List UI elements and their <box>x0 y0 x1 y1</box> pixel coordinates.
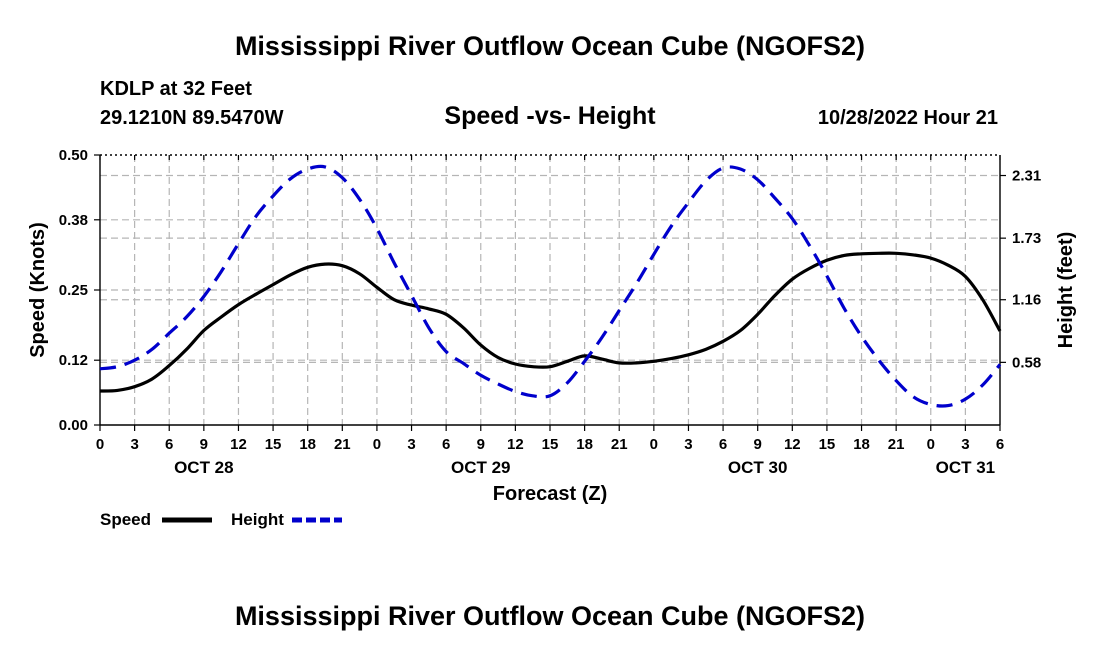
day-label: OCT 31 <box>936 458 996 477</box>
day-label: OCT 28 <box>174 458 234 477</box>
x-tick-label: 3 <box>407 436 415 453</box>
date-label: 10/28/2022 Hour 21 <box>818 107 998 129</box>
grid <box>100 155 1000 425</box>
coordinates-label: 29.1210N 89.5470W <box>100 107 284 129</box>
x-tick-label: 18 <box>576 436 593 453</box>
y2-tick-label: 2.31 <box>1012 168 1041 185</box>
x-axis-title: Forecast (Z) <box>493 483 607 505</box>
x-tick-label: 6 <box>996 436 1004 453</box>
y2-tick-label: 1.16 <box>1012 292 1041 309</box>
x-tick-label: 15 <box>819 436 836 453</box>
x-tick-label: 0 <box>373 436 381 453</box>
day-label: OCT 29 <box>451 458 511 477</box>
x-tick-label: 6 <box>719 436 727 453</box>
x-tick-label: 9 <box>754 436 762 453</box>
series-line-height <box>99 164 1002 408</box>
x-tick-label: 15 <box>542 436 559 453</box>
chart-title: Speed -vs- Height <box>444 102 656 130</box>
legend-speed-label: Speed <box>100 510 151 529</box>
y-tick-label: 0.12 <box>59 352 88 369</box>
day-label: OCT 30 <box>728 458 788 477</box>
x-tick-label: 15 <box>265 436 282 453</box>
legend: Speed Height <box>100 510 342 529</box>
x-tick-label: 12 <box>784 436 801 453</box>
y-axis-title: Speed (Knots) <box>27 222 49 358</box>
x-tick-label: 18 <box>299 436 316 453</box>
x-tick-label: 0 <box>927 436 935 453</box>
x-tick-label: 3 <box>684 436 692 453</box>
x-tick-label: 21 <box>888 436 905 453</box>
x-tick-label: 21 <box>611 436 628 453</box>
x-tick-label: 6 <box>442 436 450 453</box>
x-tick-label: 9 <box>477 436 485 453</box>
y-tick-label: 0.00 <box>59 417 88 434</box>
x-tick-label: 0 <box>650 436 658 453</box>
x-tick-label: 3 <box>130 436 138 453</box>
y2-axis-title: Height (feet) <box>1055 232 1077 349</box>
y2-tick-label: 0.58 <box>1012 354 1041 371</box>
series-line-speed <box>99 251 1002 393</box>
x-tick-label: 12 <box>230 436 247 453</box>
x-tick-label: 12 <box>507 436 524 453</box>
axes: 0.00 0.12 0.25 0.38 0.50 0.58 1.16 1.73 2.31 0 3 6 9… <box>59 147 1041 477</box>
footer-title: Mississippi River Outflow Ocean Cube (NG… <box>235 601 865 631</box>
y2-tick-label: 1.73 <box>1012 230 1041 247</box>
x-tick-label: 0 <box>96 436 104 453</box>
x-tick-label: 18 <box>853 436 870 453</box>
station-label: KDLP at 32 Feet <box>100 78 252 100</box>
series-layer <box>99 164 1002 408</box>
y-tick-label: 0.50 <box>59 147 88 164</box>
x-tick-label: 6 <box>165 436 173 453</box>
x-tick-label: 21 <box>334 436 351 453</box>
page-title: Mississippi River Outflow Ocean Cube (NG… <box>235 31 865 61</box>
x-tick-label: 3 <box>961 436 969 453</box>
y-tick-label: 0.38 <box>59 212 88 229</box>
y-tick-label: 0.25 <box>59 282 88 299</box>
x-tick-label: 9 <box>200 436 208 453</box>
legend-height-label: Height <box>231 510 284 529</box>
